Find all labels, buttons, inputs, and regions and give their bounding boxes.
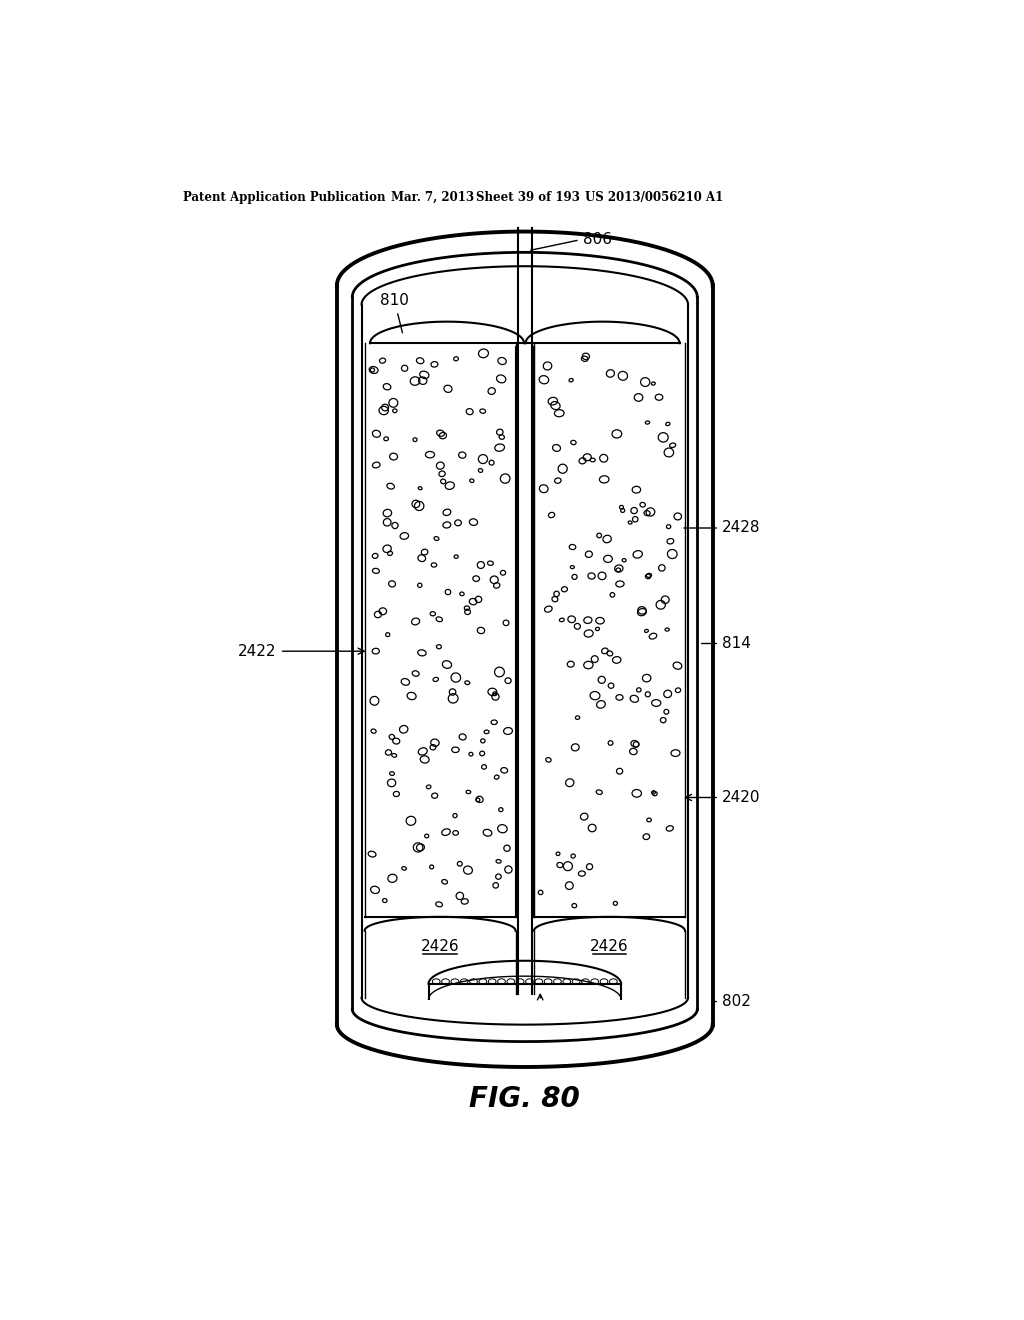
Text: Sheet 39 of 193: Sheet 39 of 193	[475, 191, 580, 203]
Text: 2426: 2426	[590, 940, 629, 954]
Text: 810: 810	[380, 293, 409, 333]
Text: 806: 806	[530, 232, 611, 251]
Text: 2422: 2422	[239, 644, 365, 659]
Text: FIG. 80: FIG. 80	[469, 1085, 581, 1113]
Text: 2420: 2420	[685, 789, 761, 805]
Text: Mar. 7, 2013: Mar. 7, 2013	[391, 191, 474, 203]
Text: 814: 814	[701, 636, 751, 651]
Text: 2428: 2428	[684, 520, 761, 536]
Text: 2426: 2426	[421, 940, 460, 954]
Text: Patent Application Publication: Patent Application Publication	[183, 191, 385, 203]
Text: US 2013/0056210 A1: US 2013/0056210 A1	[585, 191, 723, 203]
Text: 802: 802	[714, 994, 751, 1008]
